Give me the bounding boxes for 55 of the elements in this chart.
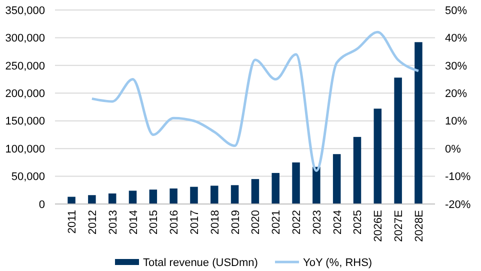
y-tick-label: 100,000 <box>5 143 45 156</box>
x-tick-label: 2024 <box>332 210 344 234</box>
bar <box>128 190 137 204</box>
x-tick-label: 2022 <box>291 210 304 234</box>
x-tick-label: 2014 <box>128 210 140 234</box>
bar <box>374 108 382 204</box>
legend-label: Total revenue (USDmn) <box>143 256 258 269</box>
bar <box>190 186 198 204</box>
x-tick-label: 2025 <box>352 210 364 234</box>
bar <box>108 193 116 204</box>
bar <box>292 162 300 204</box>
x-tick-label: 2018 <box>209 210 222 234</box>
bar <box>149 190 158 204</box>
y2-tick-label: -20% <box>445 198 471 211</box>
bar <box>251 179 260 204</box>
x-tick-label: 2023 <box>311 210 324 234</box>
bar <box>414 42 422 204</box>
x-tick-label: 2028E <box>413 210 426 242</box>
y2-tick-label: 50% <box>445 4 468 17</box>
y2-tick-label: -10% <box>445 171 471 184</box>
x-tick-label: 2021 <box>270 210 283 234</box>
x-tick-label: 2027E <box>393 210 406 242</box>
bar <box>312 166 320 204</box>
y2-tick-label: 20% <box>445 88 468 100</box>
y-tick-label: 150,000 <box>5 116 45 128</box>
bar <box>332 154 341 204</box>
bar <box>68 196 76 204</box>
line-series <box>90 30 420 172</box>
x-tick-label: 2016 <box>168 210 181 234</box>
bar <box>210 186 218 204</box>
y2-tick-label: 30% <box>445 60 468 72</box>
x-tick-label: 2015 <box>148 210 160 234</box>
x-tick-label: 2012 <box>86 210 99 234</box>
x-tick-label: 2017 <box>188 210 201 234</box>
y2-tick-label: 10% <box>445 116 468 128</box>
y-tick-label: 250,000 <box>5 60 45 72</box>
y-tick-label: 350,000 <box>5 4 45 17</box>
y-tick-label: 200,000 <box>5 88 45 100</box>
x-tick-label: 2013 <box>107 210 120 234</box>
y-tick-label: 50,000 <box>11 171 45 184</box>
x-tick-label: 2019 <box>230 210 242 234</box>
bar <box>88 195 96 204</box>
y2-tick-label: 40% <box>445 32 468 45</box>
y2-tick-label: 0% <box>445 143 462 156</box>
legend-label: YoY (%, RHS) <box>303 256 372 269</box>
y-tick-label: 300,000 <box>5 32 45 45</box>
bar <box>272 172 280 204</box>
bar <box>230 185 239 204</box>
bar <box>353 136 362 204</box>
x-tick-label: 2011 <box>66 210 79 234</box>
bar <box>170 188 178 204</box>
x-tick-label: 2020 <box>250 210 262 234</box>
y-tick-label: 0 <box>38 198 45 211</box>
bar <box>394 78 402 204</box>
x-tick-label: 2026E <box>372 210 385 242</box>
